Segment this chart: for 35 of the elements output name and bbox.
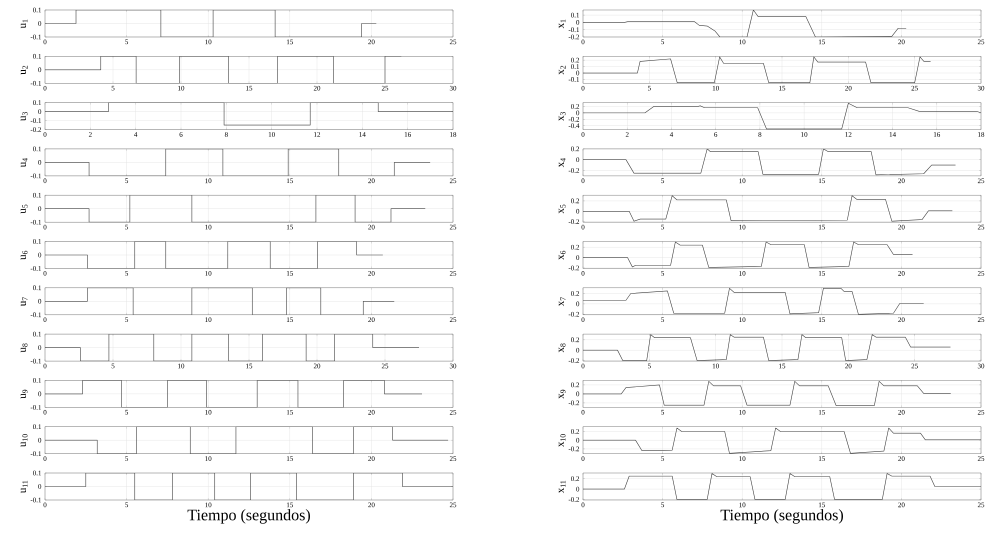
y-axis-title: u$_{10}$ [20, 434, 28, 447]
y-axis-title: u$_{9}$ [20, 390, 28, 399]
y-axis-title: x$_{7}$ [558, 297, 566, 306]
y-axis-title: u$_{4}$ [20, 158, 28, 168]
y-axis-title: x$_{4}$ [558, 158, 566, 168]
y-axis-title: u$_{7}$ [20, 297, 28, 306]
x-axis-title: Tiempo (segundos) [720, 509, 844, 524]
y-axis-title: u$_{1}$ [20, 20, 28, 28]
line-series [583, 288, 924, 315]
y-axis-title: x$_{3}$ [558, 112, 566, 121]
y-axis-title: u$_{11}$ [20, 480, 28, 494]
line-series [583, 242, 913, 268]
y-axis-title: u$_{6}$ [20, 250, 28, 260]
line-series [583, 148, 956, 176]
y-axis-title: u$_{2}$ [20, 66, 28, 75]
y-axis-title: x$_{8}$ [558, 343, 566, 352]
y-axis-title: x$_{11}$ [558, 480, 566, 494]
y-axis-title: x$_{9}$ [558, 390, 566, 399]
y-axis-title: x$_{2}$ [558, 66, 566, 75]
y-axis-title: x$_{5}$ [558, 204, 566, 214]
y-axis-title: u$_{5}$ [20, 204, 28, 214]
line-series [583, 428, 982, 454]
y-axis-title: x$_{1}$ [558, 20, 566, 28]
y-axis-title: x$_{6}$ [558, 250, 566, 260]
line-series [583, 195, 953, 222]
y-axis-title: u$_{8}$ [20, 343, 28, 352]
line-series [583, 334, 951, 361]
line-series [583, 473, 982, 500]
line-series [583, 102, 982, 130]
y-axis-title: u$_{3}$ [20, 112, 28, 121]
line-series [583, 56, 931, 83]
x-axis-title: Tiempo (segundos) [188, 509, 310, 524]
line-series [583, 10, 906, 37]
y-axis-title: x$_{10}$ [558, 434, 566, 447]
line-series [583, 381, 952, 406]
